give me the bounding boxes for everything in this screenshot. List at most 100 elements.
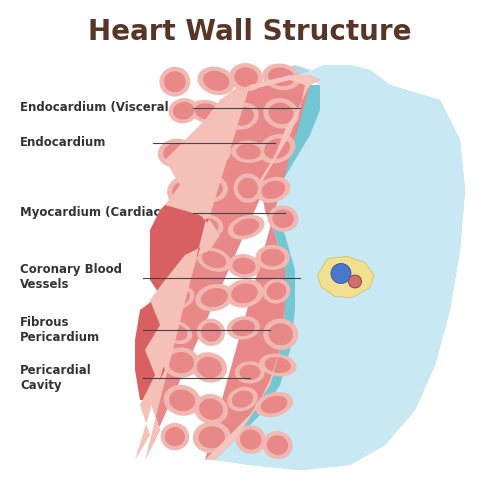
Ellipse shape — [170, 210, 200, 234]
Ellipse shape — [160, 423, 189, 450]
Ellipse shape — [161, 320, 192, 344]
Ellipse shape — [227, 316, 260, 340]
Ellipse shape — [236, 144, 261, 160]
Ellipse shape — [199, 398, 223, 420]
Ellipse shape — [260, 396, 287, 413]
Ellipse shape — [232, 320, 255, 336]
Ellipse shape — [240, 430, 262, 450]
Ellipse shape — [192, 174, 228, 203]
Ellipse shape — [268, 68, 294, 86]
Ellipse shape — [256, 177, 290, 203]
Ellipse shape — [196, 248, 232, 272]
Ellipse shape — [230, 107, 254, 126]
Ellipse shape — [233, 218, 259, 236]
Ellipse shape — [240, 364, 260, 380]
Ellipse shape — [168, 352, 194, 374]
Ellipse shape — [268, 323, 293, 345]
Ellipse shape — [195, 284, 234, 311]
Ellipse shape — [261, 181, 285, 199]
Ellipse shape — [267, 436, 288, 455]
Ellipse shape — [198, 178, 222, 198]
Ellipse shape — [228, 215, 264, 240]
Ellipse shape — [263, 318, 298, 350]
Circle shape — [331, 264, 351, 283]
Ellipse shape — [231, 140, 266, 163]
Ellipse shape — [160, 67, 190, 96]
Ellipse shape — [226, 279, 264, 308]
Polygon shape — [215, 65, 465, 470]
Ellipse shape — [266, 282, 286, 300]
Circle shape — [348, 275, 362, 288]
Ellipse shape — [198, 138, 226, 160]
Ellipse shape — [228, 254, 260, 278]
Ellipse shape — [163, 348, 200, 378]
Ellipse shape — [164, 246, 194, 276]
Ellipse shape — [195, 104, 219, 120]
Ellipse shape — [192, 352, 227, 382]
Ellipse shape — [232, 258, 256, 274]
Ellipse shape — [168, 98, 198, 124]
Ellipse shape — [173, 102, 194, 120]
Polygon shape — [135, 85, 250, 460]
Ellipse shape — [264, 138, 290, 159]
Ellipse shape — [197, 318, 225, 346]
Ellipse shape — [262, 431, 293, 459]
Ellipse shape — [172, 182, 196, 204]
Text: Pericardial
Cavity: Pericardial Cavity — [20, 364, 92, 392]
Text: Endocardium (Visceral Pericardium): Endocardium (Visceral Pericardium) — [20, 101, 258, 114]
Ellipse shape — [166, 324, 188, 340]
Ellipse shape — [227, 387, 258, 411]
Ellipse shape — [197, 357, 222, 378]
Ellipse shape — [169, 290, 190, 306]
Polygon shape — [318, 256, 374, 298]
Ellipse shape — [203, 71, 230, 91]
Ellipse shape — [263, 98, 299, 128]
Ellipse shape — [202, 251, 226, 268]
Text: Coronary Blood
Vessels: Coronary Blood Vessels — [20, 264, 122, 291]
Polygon shape — [205, 75, 320, 460]
Ellipse shape — [198, 66, 235, 95]
Polygon shape — [215, 65, 465, 470]
Ellipse shape — [164, 385, 200, 416]
Text: Endocardium: Endocardium — [20, 136, 106, 149]
Ellipse shape — [193, 422, 230, 453]
Ellipse shape — [191, 214, 224, 238]
Ellipse shape — [165, 427, 185, 446]
Polygon shape — [150, 195, 220, 295]
Ellipse shape — [190, 100, 224, 123]
Ellipse shape — [198, 426, 225, 448]
Polygon shape — [205, 85, 320, 460]
Ellipse shape — [232, 390, 253, 407]
Ellipse shape — [229, 63, 263, 92]
Ellipse shape — [163, 143, 188, 163]
Polygon shape — [135, 295, 170, 400]
Ellipse shape — [175, 214, 196, 230]
Ellipse shape — [167, 177, 201, 208]
Ellipse shape — [192, 132, 232, 164]
Ellipse shape — [196, 218, 218, 235]
Ellipse shape — [164, 72, 186, 92]
Ellipse shape — [272, 210, 294, 228]
Ellipse shape — [268, 102, 293, 124]
Ellipse shape — [194, 394, 228, 424]
Ellipse shape — [264, 357, 291, 373]
Ellipse shape — [231, 284, 258, 304]
Text: Fibrous
Pericardium: Fibrous Pericardium — [20, 316, 100, 344]
Ellipse shape — [164, 286, 194, 310]
Polygon shape — [145, 75, 320, 460]
Ellipse shape — [260, 248, 284, 266]
Ellipse shape — [169, 390, 195, 411]
Ellipse shape — [168, 250, 190, 272]
Text: Myocardium (Cardiac Muscle): Myocardium (Cardiac Muscle) — [20, 206, 216, 219]
Ellipse shape — [256, 245, 290, 270]
Ellipse shape — [201, 322, 221, 342]
Ellipse shape — [234, 68, 258, 87]
Ellipse shape — [236, 425, 266, 454]
Ellipse shape — [235, 361, 265, 384]
Ellipse shape — [234, 174, 262, 203]
Ellipse shape — [258, 134, 296, 164]
Ellipse shape — [262, 64, 300, 90]
Ellipse shape — [226, 103, 259, 130]
Ellipse shape — [201, 288, 228, 307]
Ellipse shape — [259, 354, 296, 376]
